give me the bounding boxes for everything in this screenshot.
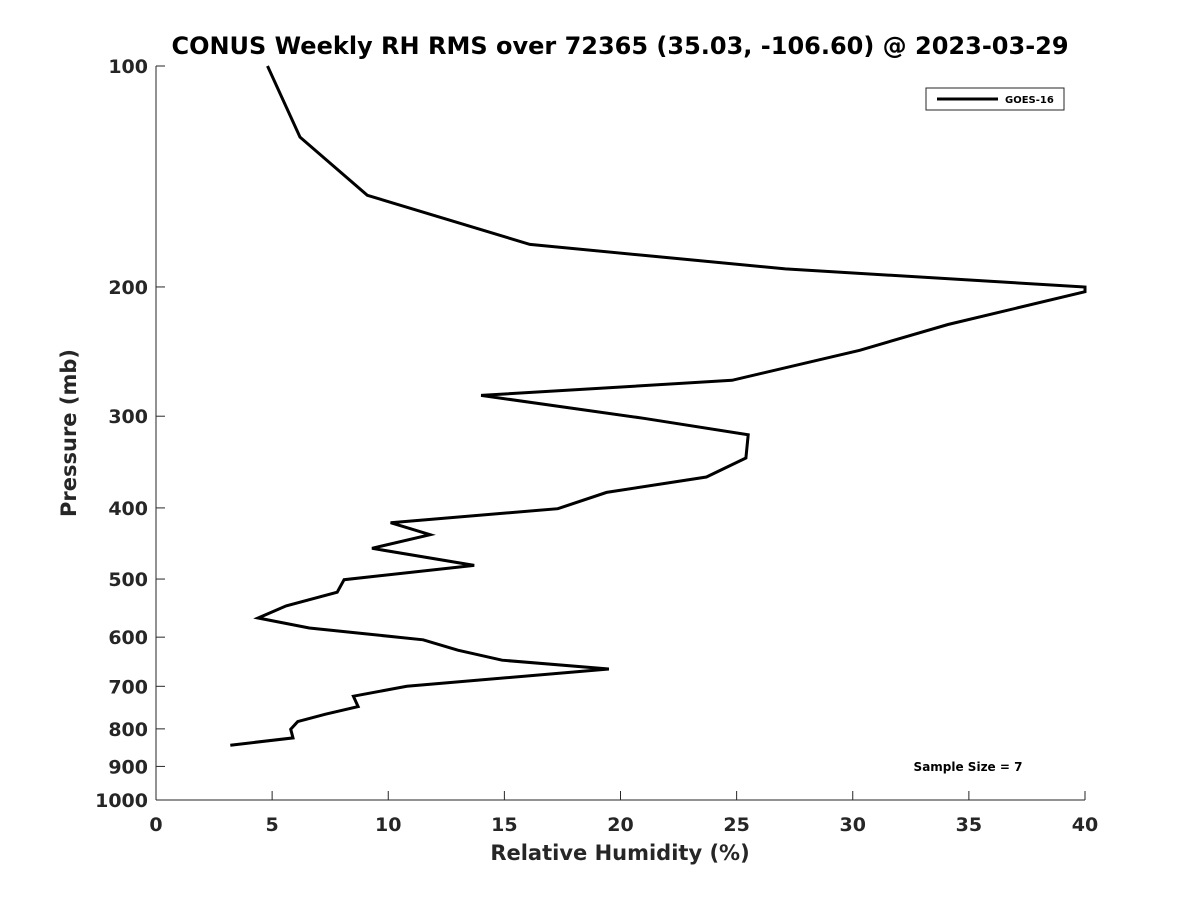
- legend-label-goes-16: GOES-16: [1005, 95, 1054, 106]
- sample-size-annotation: Sample Size = 7: [914, 760, 1023, 774]
- y-axis-label: Pressure (mb): [57, 349, 81, 517]
- y-tick-label: 900: [108, 756, 148, 778]
- y-tick-label: 500: [108, 569, 148, 591]
- x-tick-label: 20: [607, 814, 633, 836]
- x-tick-label: 5: [266, 814, 279, 836]
- x-axis-ticks: 0 5 10 15 20 25 30 35 40: [149, 791, 1098, 836]
- axes: 0 5 10 15 20 25 30 35 40 100 200 300 400 500 600 700 80…: [95, 56, 1098, 836]
- x-axis-label: Relative Humidity (%): [490, 841, 749, 865]
- chart-title: CONUS Weekly RH RMS over 72365 (35.03, -…: [171, 32, 1068, 60]
- y-tick-label: 800: [108, 719, 148, 741]
- x-tick-label: 35: [956, 814, 982, 836]
- y-tick-label: 100: [108, 56, 148, 78]
- y-tick-label: 600: [108, 627, 148, 649]
- legend: GOES-16: [925, 87, 1065, 111]
- y-tick-label: 300: [108, 406, 148, 428]
- series-line-goes-16: [230, 65, 1087, 747]
- series-layer: [230, 65, 1087, 747]
- y-axis-ticks: 100 200 300 400 500 600 700 800 900 1000: [95, 56, 165, 812]
- x-tick-label: 10: [375, 814, 401, 836]
- y-tick-label: 400: [108, 498, 148, 520]
- y-tick-label: 700: [108, 676, 148, 698]
- x-tick-label: 40: [1072, 814, 1098, 836]
- x-tick-label: 0: [149, 814, 162, 836]
- x-tick-label: 25: [723, 814, 749, 836]
- y-tick-label: 200: [108, 277, 148, 299]
- y-tick-label: 1000: [95, 790, 148, 812]
- x-tick-label: 15: [491, 814, 517, 836]
- x-tick-label: 30: [840, 814, 866, 836]
